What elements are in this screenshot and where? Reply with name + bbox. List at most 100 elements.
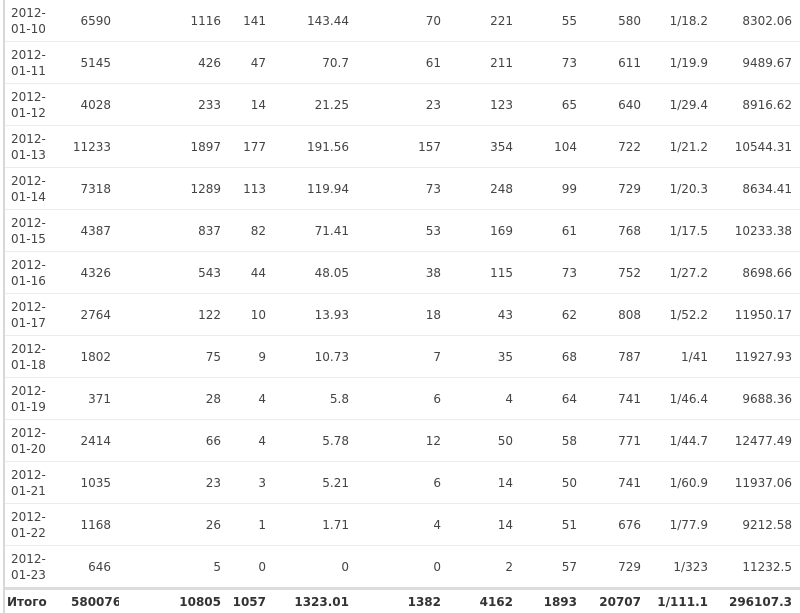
cell-col-3: 44 [229,251,274,294]
cell-col-9: 1/52.2 [649,293,716,336]
cell-col-1: 6590 [71,0,119,42]
cell-col-7: 61 [521,209,585,252]
cell-col-10: 9688.36 [716,377,800,420]
cell-col-4: 191.56 [274,125,357,168]
total-col-10: 296107.3 [716,587,800,613]
cell-col-3: 113 [229,167,274,210]
cell-date: 2012-01-11 [5,41,71,84]
cell-col-9: 1/19.9 [649,41,716,84]
cell-col-4: 13.93 [274,293,357,336]
cell-col-7: 104 [521,125,585,168]
cell-col-5: 61 [357,41,449,84]
cell-col-7: 64 [521,377,585,420]
table-row: 2012-01-22 1168 26 1 1.71 4 14 51 676 1/77.9 9212.… [5,503,800,546]
cell-col-2: 26 [119,503,229,546]
cell-col-5: 70 [357,0,449,42]
cell-col-8: 771 [585,419,649,462]
cell-col-5: 4 [357,503,449,546]
cell-col-2: 837 [119,209,229,252]
cell-col-8: 722 [585,125,649,168]
cell-col-4: 1.71 [274,503,357,546]
cell-col-10: 12477.49 [716,419,800,462]
cell-col-6: 115 [449,251,521,294]
cell-col-3: 4 [229,377,274,420]
table-row: 2012-01-12 4028 233 14 21.25 23 123 65 640 1/29.4… [5,83,800,126]
cell-col-5: 38 [357,251,449,294]
cell-col-9: 1/60.9 [649,461,716,504]
cell-col-2: 28 [119,377,229,420]
cell-col-3: 10 [229,293,274,336]
cell-col-6: 221 [449,0,521,42]
cell-date: 2012-01-19 [5,377,71,420]
cell-date: 2012-01-18 [5,335,71,378]
cell-col-2: 5 [119,545,229,589]
cell-col-3: 47 [229,41,274,84]
cell-col-9: 1/46.4 [649,377,716,420]
cell-col-6: 14 [449,503,521,546]
cell-col-1: 2414 [71,419,119,462]
total-col-9: 1/111.1 [649,587,716,613]
cell-col-8: 768 [585,209,649,252]
cell-col-9: 1/21.2 [649,125,716,168]
cell-col-3: 141 [229,0,274,42]
total-col-2: 10805 [119,587,229,613]
cell-col-6: 43 [449,293,521,336]
cell-col-6: 123 [449,83,521,126]
cell-col-2: 1289 [119,167,229,210]
cell-col-3: 3 [229,461,274,504]
cell-col-8: 580 [585,0,649,42]
cell-col-1: 4028 [71,83,119,126]
cell-col-10: 8916.62 [716,83,800,126]
cell-col-8: 752 [585,251,649,294]
cell-col-1: 5145 [71,41,119,84]
stats-table-container: 2012-01-10 6590 1116 141 143.44 70 221 55 580 1/1… [3,0,800,613]
cell-col-10: 11950.17 [716,293,800,336]
cell-col-5: 0 [357,545,449,589]
cell-col-5: 53 [357,209,449,252]
cell-col-2: 543 [119,251,229,294]
cell-col-6: 2 [449,545,521,589]
cell-col-7: 57 [521,545,585,589]
cell-col-4: 71.41 [274,209,357,252]
cell-col-4: 0 [274,545,357,589]
cell-col-6: 50 [449,419,521,462]
cell-col-2: 233 [119,83,229,126]
table-row: 2012-01-11 5145 426 47 70.7 61 211 73 611 1/19.9 9… [5,41,800,84]
total-col-4: 1323.01 [274,587,357,613]
cell-col-6: 248 [449,167,521,210]
cell-col-3: 4 [229,419,274,462]
cell-col-1: 371 [71,377,119,420]
table-row: 2012-01-15 4387 837 82 71.41 53 169 61 768 1/17.5… [5,209,800,252]
cell-col-2: 122 [119,293,229,336]
cell-col-6: 354 [449,125,521,168]
cell-col-4: 5.78 [274,419,357,462]
cell-col-5: 6 [357,377,449,420]
cell-col-7: 62 [521,293,585,336]
cell-col-7: 68 [521,335,585,378]
cell-col-7: 73 [521,41,585,84]
cell-col-6: 4 [449,377,521,420]
cell-col-2: 75 [119,335,229,378]
cell-date: 2012-01-12 [5,83,71,126]
cell-col-9: 1/27.2 [649,251,716,294]
cell-col-7: 51 [521,503,585,546]
cell-date: 2012-01-22 [5,503,71,546]
cell-col-6: 35 [449,335,521,378]
cell-col-7: 65 [521,83,585,126]
table-row: 2012-01-14 7318 1289 113 119.94 73 248 99 729 1/2… [5,167,800,210]
cell-col-10: 9212.58 [716,503,800,546]
cell-col-2: 23 [119,461,229,504]
total-col-7: 1893 [521,587,585,613]
total-col-6: 4162 [449,587,521,613]
cell-date: 2012-01-21 [5,461,71,504]
cell-col-5: 73 [357,167,449,210]
cell-col-7: 99 [521,167,585,210]
cell-col-7: 50 [521,461,585,504]
cell-col-9: 1/18.2 [649,0,716,42]
cell-col-4: 21.25 [274,83,357,126]
cell-col-1: 1802 [71,335,119,378]
total-col-8: 20707 [585,587,649,613]
cell-col-3: 14 [229,83,274,126]
cell-col-8: 611 [585,41,649,84]
table-row: 2012-01-17 2764 122 10 13.93 18 43 62 808 1/52.2 1… [5,293,800,336]
